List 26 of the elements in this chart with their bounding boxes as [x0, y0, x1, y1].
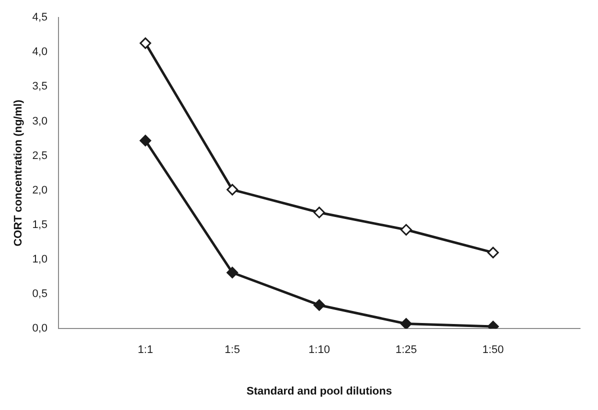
y-tick-label: 2,0 — [32, 184, 48, 196]
point — [226, 184, 238, 196]
point — [226, 266, 238, 278]
point — [400, 318, 412, 329]
y-tick-label: 1,5 — [32, 218, 48, 231]
x-tick-label: 1:25 — [395, 344, 417, 356]
point — [487, 246, 499, 258]
y-tick-label: 4,0 — [32, 46, 48, 58]
y-axis-title: CORT concentration (ng/ml) — [12, 99, 25, 246]
x-tick-label: 1:5 — [224, 344, 240, 356]
y-tick-label: 0,0 — [32, 322, 48, 335]
point — [140, 134, 152, 146]
y-tick-label: 2,5 — [32, 150, 48, 162]
y-tick-label: 4,5 — [32, 12, 48, 24]
point — [400, 224, 412, 236]
y-tick-label: 0,5 — [32, 288, 48, 300]
point — [313, 299, 325, 311]
x-tick-label: 1:10 — [308, 344, 330, 356]
y-tick-label: 3,0 — [32, 115, 48, 128]
point — [313, 206, 325, 218]
y-tick-label: 1,0 — [32, 254, 48, 266]
y-tick-label: 3,5 — [32, 80, 48, 93]
point — [140, 37, 152, 49]
x-axis-title: Standard and pool dilutions — [246, 385, 392, 398]
x-tick-label: 1:50 — [482, 344, 504, 356]
x-tick-label: 1:1 — [138, 344, 154, 356]
